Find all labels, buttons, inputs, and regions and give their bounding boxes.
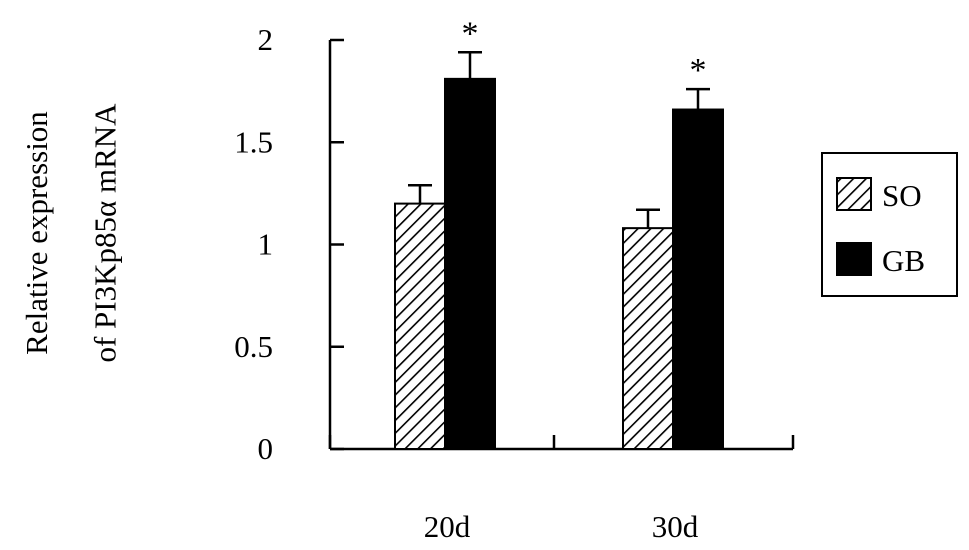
bar-so-20d bbox=[394, 202, 446, 450]
legend: SO GB bbox=[821, 152, 958, 297]
y-tick-label: 2 bbox=[258, 22, 274, 57]
y-tick-label: 1 bbox=[258, 227, 274, 262]
bars: ** bbox=[394, 15, 724, 450]
legend-swatch-gb bbox=[836, 242, 872, 276]
significance-marker: * bbox=[462, 15, 479, 52]
y-tick-label: 1.5 bbox=[234, 124, 273, 159]
axes: 0 0.5 1 1.5 2 20d 30d bbox=[234, 22, 795, 544]
legend-swatch-so bbox=[836, 177, 872, 211]
y-tick-label: 0.5 bbox=[234, 329, 273, 364]
x-tick-label: 20d bbox=[424, 509, 471, 544]
y-tick-label: 0 bbox=[258, 431, 274, 466]
legend-label-so: SO bbox=[882, 178, 922, 213]
significance-marker: * bbox=[690, 52, 707, 89]
legend-label-gb: GB bbox=[882, 243, 925, 278]
bar-so-30d bbox=[622, 227, 674, 450]
bar-gb-30d bbox=[672, 108, 724, 450]
x-tick-label: 30d bbox=[652, 509, 699, 544]
bar-gb-20d bbox=[444, 77, 496, 450]
